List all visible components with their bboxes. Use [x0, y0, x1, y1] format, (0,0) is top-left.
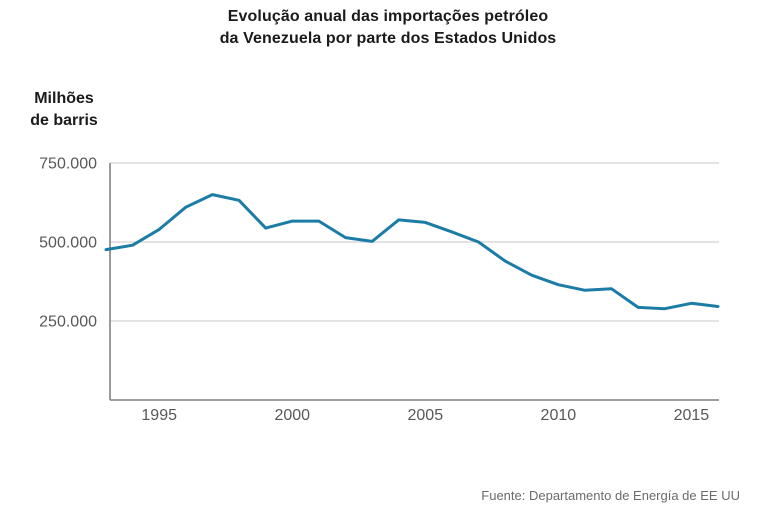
- chart-title: Evolução anual das importações petróleo …: [8, 6, 768, 50]
- y-axis-title: Milhões de barris: [17, 88, 111, 132]
- y-tick-label: 750.000: [39, 156, 97, 173]
- source-credit: Fuente: Departamento de Energía de EE UU: [481, 488, 740, 503]
- chart-title-line1: Evolução anual das importações petróleo: [227, 8, 549, 25]
- x-tick-label: 2000: [274, 407, 310, 424]
- x-tick-label: 1995: [141, 407, 177, 424]
- x-tick-label: 2010: [541, 407, 577, 424]
- data-line-venezuela-oil-imports: [104, 193, 720, 311]
- x-tick-label: 2005: [408, 407, 444, 424]
- y-axis-title-line1: Milhões: [34, 90, 94, 107]
- x-tick-label: 2015: [674, 407, 710, 424]
- y-tick-label: 500.000: [39, 235, 97, 252]
- chart-title-line2: da Venezuela por parte dos Estados Unido…: [219, 30, 557, 47]
- y-axis-title-line2: de barris: [30, 112, 98, 129]
- y-tick-label: 250.000: [39, 314, 97, 331]
